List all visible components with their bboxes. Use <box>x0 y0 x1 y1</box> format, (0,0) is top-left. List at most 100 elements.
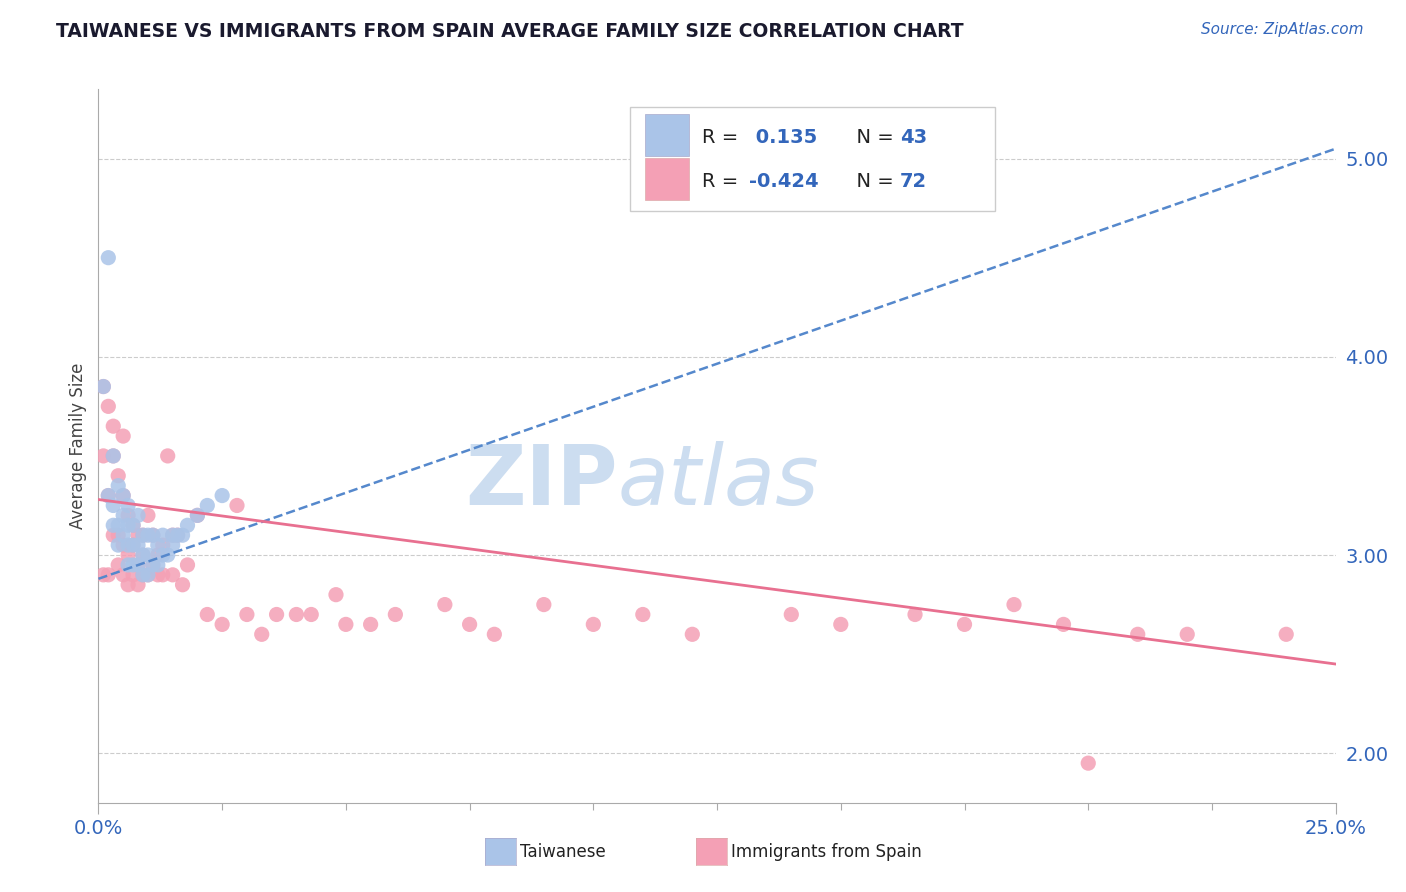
FancyBboxPatch shape <box>630 107 995 211</box>
Point <box>117 558 139 572</box>
Text: 72: 72 <box>900 172 928 192</box>
Point <box>97 251 120 265</box>
Y-axis label: Average Family Size: Average Family Size <box>69 363 87 529</box>
Point <box>236 607 259 622</box>
Point <box>904 607 927 622</box>
Point <box>176 558 198 572</box>
Point <box>582 617 605 632</box>
Point <box>681 627 703 641</box>
Point <box>299 607 322 622</box>
Point <box>458 617 481 632</box>
Point <box>132 528 155 542</box>
Point <box>1275 627 1298 641</box>
Point <box>132 528 155 542</box>
Point <box>93 379 115 393</box>
Point <box>117 578 139 592</box>
Point <box>146 567 169 582</box>
Point <box>97 489 120 503</box>
Point <box>103 419 125 434</box>
Text: atlas: atlas <box>619 442 820 522</box>
Point <box>325 588 347 602</box>
Point <box>97 400 120 414</box>
Point <box>107 528 129 542</box>
Point <box>166 528 188 542</box>
Point <box>1002 598 1025 612</box>
Point <box>195 499 218 513</box>
Point <box>142 528 165 542</box>
Point <box>117 538 139 552</box>
Point <box>780 607 803 622</box>
Point <box>266 607 288 622</box>
Point <box>122 538 145 552</box>
Point <box>1077 756 1099 771</box>
Point <box>103 449 125 463</box>
Point <box>127 558 149 572</box>
Point <box>122 518 145 533</box>
Point <box>186 508 208 523</box>
Point <box>830 617 852 632</box>
Point <box>107 518 129 533</box>
Point <box>136 528 159 542</box>
Point <box>103 518 125 533</box>
Point <box>146 538 169 552</box>
Point <box>142 558 165 572</box>
Point <box>112 528 135 542</box>
Point <box>103 499 125 513</box>
Point <box>162 538 184 552</box>
Point <box>122 518 145 533</box>
Point <box>132 567 155 582</box>
Text: N =: N = <box>845 128 900 146</box>
Point <box>97 567 120 582</box>
Text: Source: ZipAtlas.com: Source: ZipAtlas.com <box>1201 22 1364 37</box>
Point <box>156 548 179 562</box>
Point <box>103 449 125 463</box>
Point <box>172 578 194 592</box>
Point <box>136 567 159 582</box>
Point <box>132 567 155 582</box>
Point <box>631 607 654 622</box>
Point <box>360 617 382 632</box>
Point <box>156 449 179 463</box>
Point <box>1126 627 1149 641</box>
Point <box>117 518 139 533</box>
Point <box>122 567 145 582</box>
Point <box>117 508 139 523</box>
Text: -0.424: -0.424 <box>749 172 818 192</box>
Point <box>112 538 135 552</box>
Point <box>1175 627 1198 641</box>
Point <box>107 558 129 572</box>
Point <box>142 558 165 572</box>
FancyBboxPatch shape <box>645 114 689 155</box>
Point <box>162 567 184 582</box>
Point <box>162 528 184 542</box>
Point <box>166 528 188 542</box>
Point <box>152 567 174 582</box>
Point <box>211 617 233 632</box>
Point <box>93 449 115 463</box>
Point <box>117 548 139 562</box>
Point <box>127 508 149 523</box>
Point <box>146 548 169 562</box>
Point <box>112 489 135 503</box>
Text: Taiwanese: Taiwanese <box>520 843 606 861</box>
Point <box>127 578 149 592</box>
Point <box>132 548 155 562</box>
Point <box>335 617 357 632</box>
Point <box>146 558 169 572</box>
Point <box>484 627 506 641</box>
Point <box>533 598 555 612</box>
Point <box>107 468 129 483</box>
Point <box>112 508 135 523</box>
Point <box>226 499 249 513</box>
Point <box>152 548 174 562</box>
Point <box>122 538 145 552</box>
Point <box>107 538 129 552</box>
Point <box>1052 617 1074 632</box>
Text: 43: 43 <box>900 128 928 146</box>
Point <box>112 489 135 503</box>
Text: ZIP: ZIP <box>465 442 619 522</box>
Point <box>285 607 308 622</box>
Point <box>122 558 145 572</box>
Point <box>112 429 135 443</box>
Point <box>176 518 198 533</box>
